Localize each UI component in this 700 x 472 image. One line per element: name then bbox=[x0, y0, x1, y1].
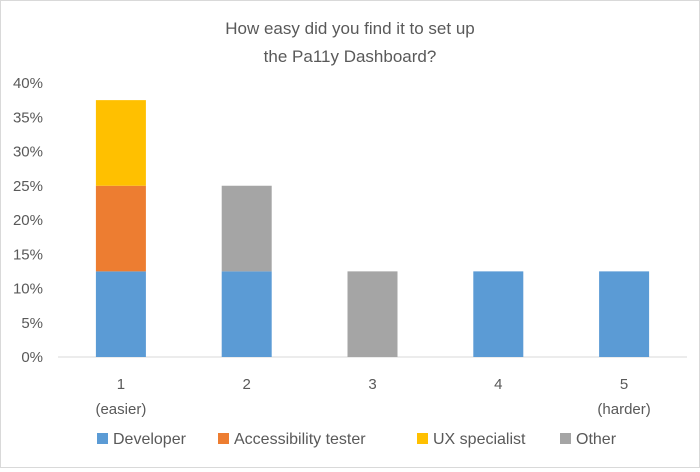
legend: Developer Accessibility tester UX speciali… bbox=[97, 431, 617, 448]
bar-segment-ux-specialist-cat-1 bbox=[95, 100, 146, 186]
y-tick-label: 0% bbox=[21, 349, 43, 366]
legend-swatch-developer bbox=[97, 433, 108, 444]
y-tick-label: 30% bbox=[13, 144, 43, 161]
chart-title-line-1: How easy did you find it to set up bbox=[225, 19, 474, 38]
y-tick-label: 40% bbox=[13, 75, 43, 92]
x-tick-label: 1 bbox=[117, 376, 125, 393]
legend-label-developer: Developer bbox=[113, 431, 187, 448]
bar-segment-other-cat-3 bbox=[347, 271, 398, 357]
x-tick-label: 2 bbox=[243, 376, 251, 393]
x-tick-label: 4 bbox=[494, 376, 502, 393]
bar-segment-developer-cat-5 bbox=[599, 271, 650, 357]
bar-segment-accessibility-tester-cat-1 bbox=[95, 185, 146, 272]
bars-group bbox=[95, 100, 650, 357]
bar-segment-other-cat-2 bbox=[221, 185, 272, 272]
legend-swatch-ux-specialist bbox=[417, 433, 428, 444]
x-axis: 1 (easier) 2 3 4 5 (harder) bbox=[58, 356, 687, 418]
y-tick-label: 15% bbox=[13, 246, 43, 263]
y-tick-label: 5% bbox=[21, 315, 43, 332]
bar-segment-developer-cat-4 bbox=[473, 271, 524, 357]
y-tick-label: 20% bbox=[13, 212, 43, 229]
y-tick-label: 25% bbox=[13, 178, 43, 195]
chart-title: How easy did you find it to set up the P… bbox=[225, 19, 474, 66]
bar-segment-developer-cat-2 bbox=[221, 271, 272, 357]
x-tick-label: 3 bbox=[368, 376, 376, 393]
legend-label-other: Other bbox=[576, 431, 617, 448]
y-tick-label: 35% bbox=[13, 109, 43, 126]
x-tick-label: 5 bbox=[620, 376, 628, 393]
legend-label-accessibility-tester: Accessibility tester bbox=[234, 431, 366, 448]
x-tick-sublabel: (easier) bbox=[95, 401, 146, 418]
bar-segment-developer-cat-1 bbox=[95, 271, 146, 357]
legend-swatch-other bbox=[560, 433, 571, 444]
legend-swatch-accessibility-tester bbox=[218, 433, 229, 444]
y-axis: 0% 5% 10% 15% 20% 25% 30% 35% 40% bbox=[13, 75, 43, 366]
x-tick-sublabel: (harder) bbox=[597, 401, 650, 418]
legend-label-ux-specialist: UX specialist bbox=[433, 431, 526, 448]
y-tick-label: 10% bbox=[13, 281, 43, 298]
chart-title-line-2: the Pa11y Dashboard? bbox=[264, 47, 437, 66]
